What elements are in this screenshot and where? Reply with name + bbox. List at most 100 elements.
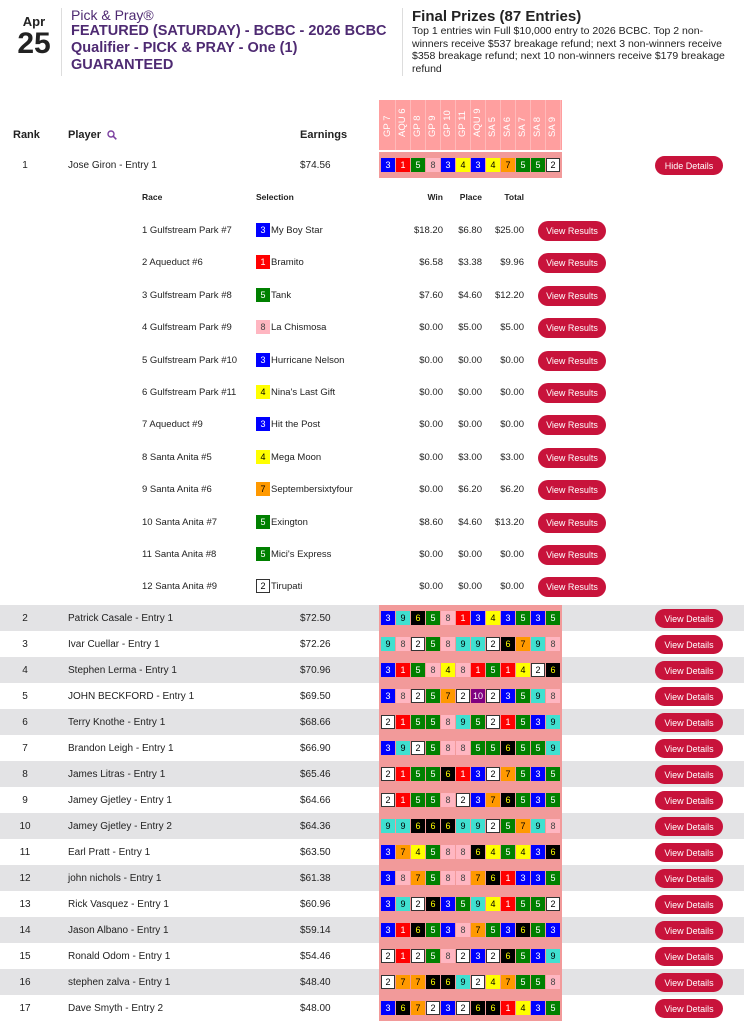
view-details-button[interactable]: View Details	[655, 999, 723, 1018]
pick-saddle-cloth: 2	[411, 949, 425, 963]
view-details-button[interactable]: View Details	[655, 687, 723, 706]
view-results-button[interactable]: View Results	[538, 318, 606, 339]
total-payout: $6.20	[500, 484, 524, 496]
pick-saddle-cloth: 3	[501, 611, 515, 625]
view-details-button[interactable]: View Details	[655, 791, 723, 810]
view-details-button[interactable]: View Details	[655, 869, 723, 888]
player-name[interactable]: Ronald Odom - Entry 1	[68, 951, 171, 962]
race-column-label: AQU 9	[472, 108, 483, 137]
view-details-button[interactable]: View Details	[655, 973, 723, 992]
pick-saddle-cloth: 9	[531, 637, 545, 651]
pick-saddle-cloth: 2	[411, 741, 425, 755]
view-results-button[interactable]: View Results	[538, 350, 606, 371]
view-details-button[interactable]: View Details	[655, 947, 723, 966]
leaderboard-row: 13 Rick Vasquez - Entry 1 $60.96 3 9 2 6 3 5 9 4 1 5…	[0, 891, 744, 917]
player-name[interactable]: Jamey Gjetley - Entry 1	[68, 795, 172, 806]
player-name[interactable]: Brandon Leigh - Entry 1	[68, 743, 174, 754]
race-column-label: GP 11	[457, 110, 468, 137]
pick-saddle-cloth: 9	[381, 637, 395, 651]
player-name[interactable]: JOHN BECKFORD - Entry 1	[68, 691, 195, 702]
view-details-button[interactable]: View Details	[655, 817, 723, 836]
pick-saddle-cloth: 8	[396, 689, 410, 703]
total-payout: $0.00	[500, 419, 524, 431]
total-payout: $13.20	[494, 516, 524, 528]
player-name[interactable]: Ivar Cuellar - Entry 1	[68, 639, 160, 650]
view-details-button[interactable]: View Details	[655, 713, 723, 732]
view-details-button[interactable]: View Details	[655, 921, 723, 940]
view-results-button[interactable]: View Results	[538, 512, 606, 533]
view-details-button[interactable]: View Details	[655, 635, 723, 654]
win-payout: $0.00	[419, 419, 443, 431]
player-name[interactable]: Rick Vasquez - Entry 1	[68, 899, 169, 910]
player-name[interactable]: john nichols - Entry 1	[68, 873, 162, 884]
race-name: 2 Aqueduct #6	[142, 257, 203, 269]
pick-saddle-cloth: 6	[411, 923, 425, 937]
pick-saddle-cloth: 5	[546, 611, 560, 625]
hide-details-button[interactable]: Hide Details	[655, 156, 723, 175]
pick-saddle-cloth: 8	[456, 923, 470, 937]
pick-saddle-cloth: 6	[501, 793, 515, 807]
view-results-button[interactable]: View Results	[538, 383, 606, 403]
win-payout: $0.00	[419, 387, 443, 398]
pick-saddle-cloth: 5	[426, 871, 440, 885]
player-earnings: $64.66	[300, 795, 331, 806]
horse-name: My Boy Star	[271, 225, 323, 236]
pick-saddle-cloth: 5	[426, 689, 440, 703]
view-details-button[interactable]: View Details	[655, 843, 723, 862]
view-details-button[interactable]: View Details	[655, 661, 723, 680]
view-results-button[interactable]: View Results	[538, 577, 606, 598]
pick-saddle-cloth: 2	[381, 949, 395, 963]
view-results-button[interactable]: View Results	[538, 253, 606, 274]
pick-saddle-cloth: 8	[441, 845, 455, 859]
race-column-label: GP 9	[427, 115, 438, 137]
view-results-button[interactable]: View Results	[538, 447, 606, 468]
view-results-button[interactable]: View Results	[538, 221, 606, 241]
pick-saddle-cloth: 1	[396, 793, 410, 807]
player-name[interactable]: Stephen Lerma - Entry 1	[68, 665, 177, 676]
win-payout: $7.60	[419, 289, 443, 301]
pick-saddle-cloth: 4	[486, 845, 500, 859]
race-name: 3 Gulfstream Park #8	[142, 289, 232, 301]
view-results-button[interactable]: View Results	[538, 545, 606, 565]
player-name[interactable]: James Litras - Entry 1	[68, 769, 166, 780]
player-name[interactable]: Dave Smyth - Entry 2	[68, 1003, 164, 1014]
player-name[interactable]: stephen zalva - Entry 1	[68, 977, 171, 988]
pick-saddle-cloth: 1	[396, 715, 410, 729]
date-day: 25	[17, 27, 51, 60]
pick-saddle-cloth: 4	[411, 845, 425, 859]
view-details-button[interactable]: View Details	[655, 765, 723, 784]
pick-saddle-cloth: 4	[456, 158, 470, 172]
details-row: 11 Santa Anita #8 5 Mici's Express $0.00 $0.…	[0, 544, 744, 566]
race-column-label: AQU 6	[397, 108, 408, 137]
horse-name: Bramito	[271, 257, 304, 269]
details-row: 10 Santa Anita #7 5 Exington $8.60 $4.60 $13.…	[0, 512, 744, 534]
player-name[interactable]: Jose Giron - Entry 1	[68, 160, 157, 171]
pick-saddle-cloth: 5	[531, 923, 545, 937]
player-name[interactable]: Jamey Gjetley - Entry 2	[68, 821, 172, 832]
pick-saddle-cloth: 6	[426, 819, 440, 833]
view-results-button[interactable]: View Results	[538, 480, 606, 501]
pick-saddle-cloth: 5	[531, 741, 545, 755]
player-earnings: $48.00	[300, 1003, 331, 1014]
divider	[61, 8, 62, 76]
view-results-button[interactable]: View Results	[538, 415, 606, 436]
pick-saddle-cloth: 9	[396, 897, 410, 911]
place-payout: $5.00	[458, 322, 482, 334]
pick-saddle-cloth: 5	[426, 949, 440, 963]
search-icon[interactable]	[107, 127, 117, 145]
player-rank: 15	[19, 951, 31, 962]
player-name[interactable]: Terry Knothe - Entry 1	[68, 717, 166, 728]
player-name[interactable]: Earl Pratt - Entry 1	[68, 847, 151, 858]
view-details-button[interactable]: View Details	[655, 895, 723, 914]
player-name[interactable]: Jason Albano - Entry 1	[68, 925, 169, 936]
player-name[interactable]: Patrick Casale - Entry 1	[68, 613, 174, 624]
pick-saddle-cloth: 4	[516, 845, 530, 859]
place-payout: $0.00	[458, 581, 482, 593]
view-results-button[interactable]: View Results	[538, 285, 606, 306]
details-row: 4 Gulfstream Park #9 8 La Chismosa $0.00 $5.…	[0, 317, 744, 339]
view-details-button[interactable]: View Details	[655, 739, 723, 758]
view-details-button[interactable]: View Details	[655, 609, 723, 628]
pick-saddle-cloth: 7	[501, 158, 515, 172]
